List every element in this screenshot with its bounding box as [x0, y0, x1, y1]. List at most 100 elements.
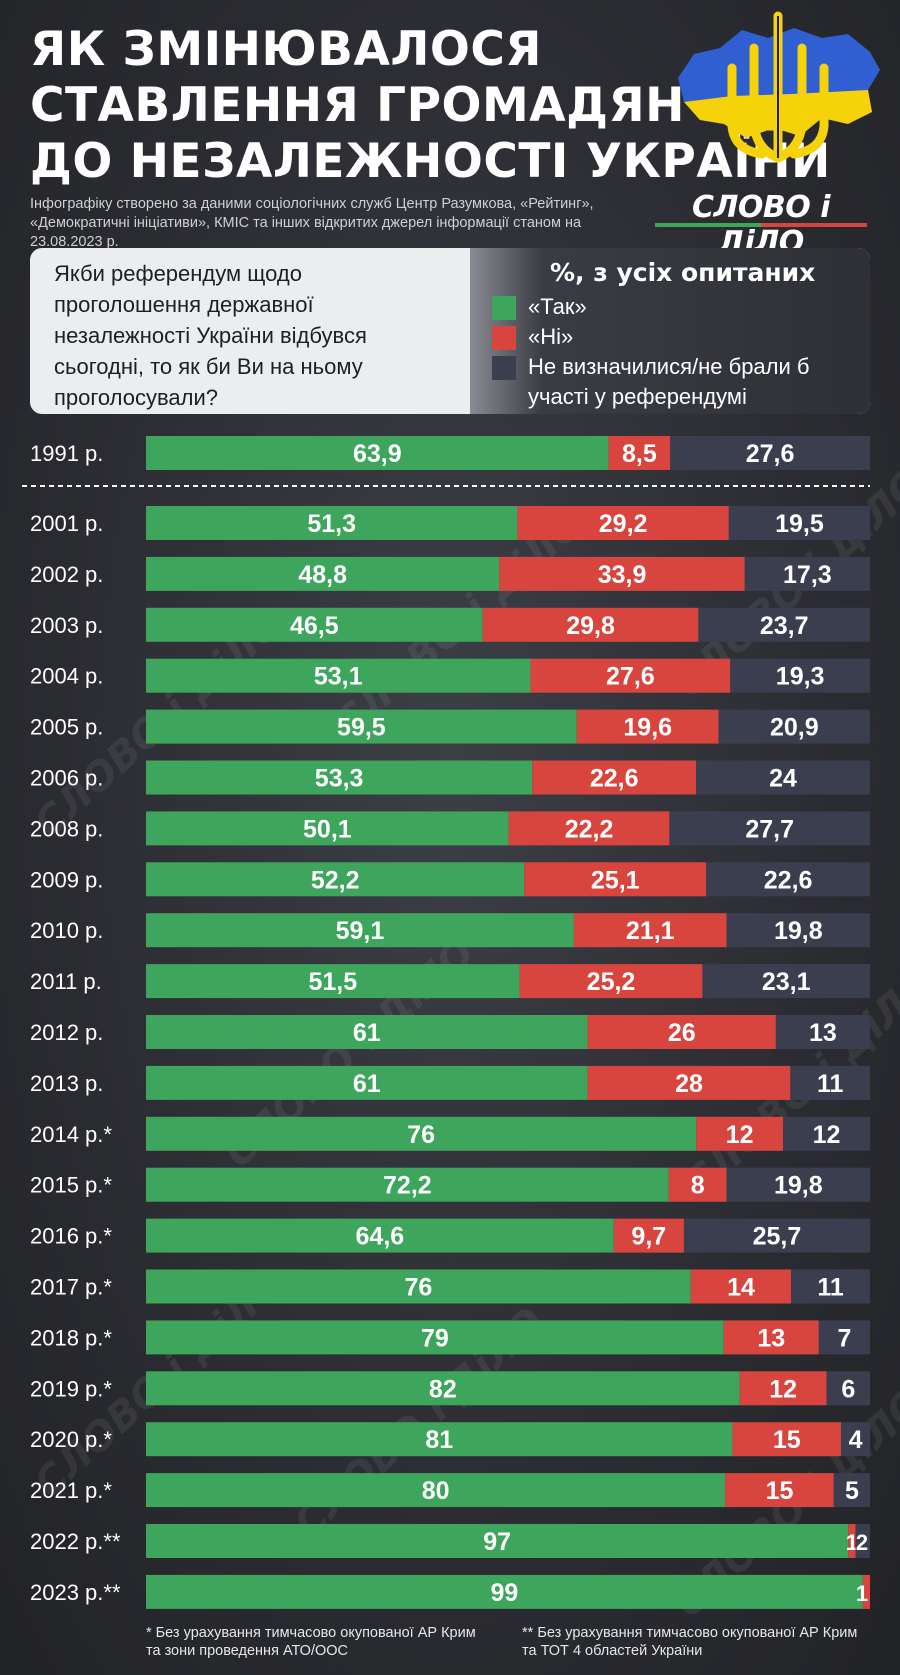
bar-value-yes-2017: 76: [404, 1274, 432, 1302]
bar-value-undecided-2005: 20,9: [770, 714, 819, 742]
bar-no-2021: [725, 1473, 834, 1508]
year-label-2002: 2002 р.: [30, 562, 103, 587]
bar-no-2023: [862, 1574, 870, 1609]
bar-yes-2019: [146, 1371, 740, 1406]
bar-value-yes-2006: 53,3: [315, 765, 364, 793]
question-line: проголосували?: [54, 385, 219, 410]
bar-value-no-2019: 12: [769, 1375, 797, 1403]
bar-yes-2012: [146, 1015, 588, 1049]
year-label-2019: 2019 р.*: [30, 1376, 112, 1401]
bar-value-undecided-2021: 5: [845, 1477, 859, 1505]
footnote-line: та зони проведення АТО/ООС: [146, 1643, 349, 1659]
year-label-2012: 2012 р.: [30, 1020, 103, 1045]
subtitle-line: «Демократичні ініціативи», КМІС та інших…: [30, 215, 582, 250]
year-label-2013: 2013 р.: [30, 1071, 103, 1096]
footnote-line: ** Без урахування тимчасово окупованої А…: [522, 1625, 858, 1641]
bar-yes-2011: [146, 964, 520, 999]
bar-value-no-2020: 15: [773, 1426, 801, 1454]
year-label-2014: 2014 р.*: [30, 1122, 112, 1147]
bar-no-2022: [848, 1524, 856, 1558]
bar-value-yes-2014: 76: [407, 1121, 435, 1149]
bar-yes-2010: [146, 913, 574, 948]
legend-swatch: [492, 326, 516, 350]
bar-value-no-2010: 21,1: [626, 917, 675, 945]
bar-value-undecided-2013: 11: [817, 1070, 844, 1098]
bar-yes-2001: [146, 506, 518, 540]
year-label-2006: 2006 р.: [30, 766, 103, 791]
bar-value-no-2008: 22,2: [565, 815, 614, 843]
bar-undecided-2002: [744, 556, 870, 591]
bar-yes-1991: [146, 436, 609, 470]
bar-no-2019: [739, 1371, 827, 1406]
bar-value-no-2003: 29,8: [566, 612, 615, 640]
bar-undecided-2001: [728, 506, 870, 540]
bar-value-yes-2009: 52,2: [311, 866, 360, 894]
year-label-1991: 1991 р.: [30, 441, 103, 466]
bar-yes-2018: [146, 1320, 724, 1355]
year-label-2004: 2004 р.: [30, 664, 103, 689]
bar-yes-2014: [146, 1116, 697, 1151]
bar-no-2017: [690, 1269, 792, 1304]
legend-panel: [470, 248, 870, 414]
bar-no-2003: [482, 607, 699, 642]
bar-undecided-2016: [683, 1218, 870, 1253]
bar-value-undecided-2010: 19,8: [774, 917, 823, 945]
title-line: ДО НЕЗАЛЕЖНОСТІ УКРАЇНИ: [30, 134, 831, 189]
bar-value-yes-2003: 46,5: [290, 612, 339, 640]
bar-value-yes-2018: 79: [421, 1324, 449, 1352]
bar-value-no-2023: 1: [856, 1581, 868, 1606]
footnote-line: та ТОТ 4 областей України: [522, 1643, 703, 1659]
bar-undecided-2019: [826, 1371, 870, 1406]
bar-yes-2022: [146, 1524, 849, 1558]
bar-value-undecided-2017: 11: [817, 1274, 844, 1302]
bar-undecided-2022: [855, 1524, 870, 1558]
year-label-2022: 2022 р.**: [30, 1529, 121, 1554]
bar-value-no-2009: 25,1: [591, 866, 640, 894]
year-label-2005: 2005 р.: [30, 715, 103, 740]
bar-yes-2021: [146, 1473, 726, 1508]
legend-swatch: [492, 356, 516, 380]
year-label-2009: 2009 р.: [30, 867, 103, 892]
bar-value-undecided-2012: 13: [809, 1019, 837, 1047]
bar-value-undecided-2006: 24: [769, 765, 797, 793]
bar-value-yes-1991: 63,9: [353, 440, 402, 468]
bar-no-1991: [608, 436, 671, 470]
bar-value-no-2021: 15: [766, 1477, 794, 1505]
bar-no-2014: [696, 1116, 784, 1151]
footnote-line: * Без урахування тимчасово окупованої АР…: [146, 1625, 476, 1641]
bar-no-2005: [576, 709, 719, 744]
year-label-2001: 2001 р.: [30, 511, 103, 536]
bar-yes-2020: [146, 1422, 733, 1457]
bar-undecided-2017: [791, 1269, 870, 1304]
survey-question: Якби референдум щодо проголошення держав…: [54, 258, 454, 413]
subtitle: Інфографіку створено за даними соціологі…: [30, 195, 650, 252]
bar-value-undecided-2020: 4: [849, 1426, 863, 1454]
bar-yes-2009: [146, 862, 525, 897]
bar-value-yes-2016: 64,6: [356, 1223, 405, 1251]
bar-yes-2003: [146, 607, 483, 642]
bar-undecided-2015: [726, 1167, 870, 1202]
bar-no-2016: [613, 1218, 684, 1253]
bar-undecided-2006: [696, 760, 870, 795]
bar-yes-2005: [146, 709, 577, 744]
bar-yes-2023: [146, 1574, 863, 1609]
bar-yes-2016: [146, 1218, 614, 1253]
bar-no-2010: [573, 913, 727, 948]
bar-undecided-2018: [818, 1320, 870, 1355]
bar-undecided-2003: [698, 607, 870, 642]
bar-undecided-2011: [702, 964, 870, 999]
year-label-2016: 2016 р.*: [30, 1224, 112, 1249]
bar-value-no-2002: 33,9: [598, 561, 647, 589]
bar-value-undecided-1991: 27,6: [746, 440, 795, 468]
bar-undecided-1991: [670, 436, 870, 470]
bar-yes-2015: [146, 1167, 669, 1202]
year-label-2003: 2003 р.: [30, 613, 103, 638]
bar-value-no-2016: 9,7: [631, 1223, 666, 1251]
legend-swatch: [492, 296, 516, 320]
bar-value-undecided-2015: 19,8: [774, 1172, 823, 1200]
bar-value-no-2018: 13: [757, 1324, 785, 1352]
bar-no-2012: [587, 1015, 776, 1049]
bar-value-undecided-2018: 7: [837, 1324, 851, 1352]
year-label-2008: 2008 р.: [30, 816, 103, 841]
